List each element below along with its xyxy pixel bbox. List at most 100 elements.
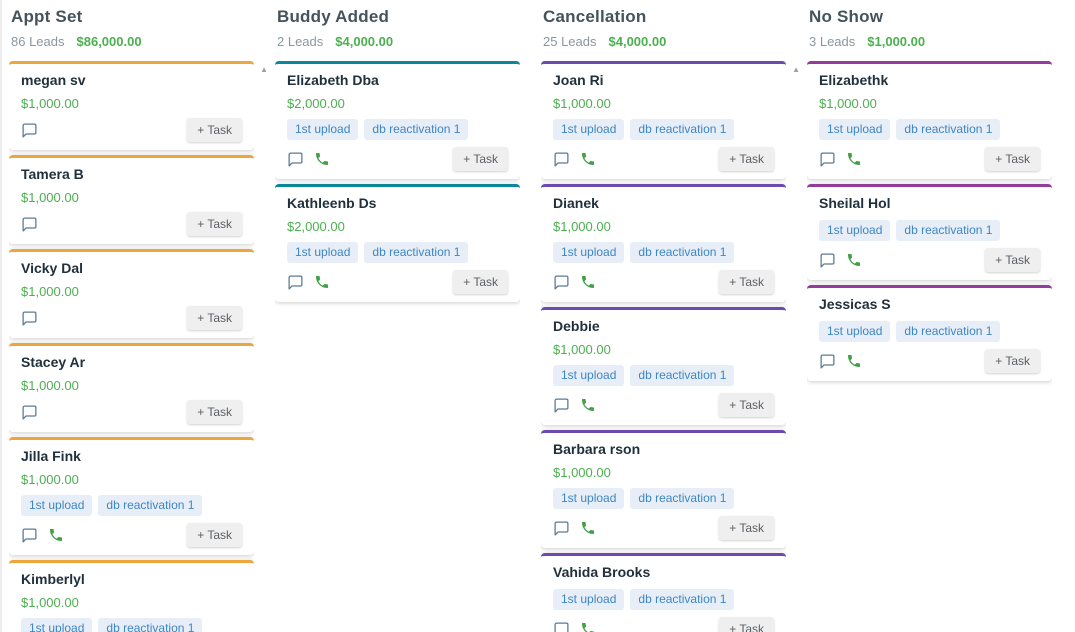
chat-icon[interactable] xyxy=(819,353,836,370)
card-actions xyxy=(21,122,187,139)
card-amount: $2,000.00 xyxy=(287,219,345,234)
scroll-up-arrow-icon[interactable]: ▲ xyxy=(260,65,268,74)
card-tags: 1st upload db reactivation 1 xyxy=(819,321,1040,342)
phone-icon[interactable] xyxy=(846,252,862,268)
opportunity-card[interactable]: Elizabeth Dba $2,000.00 1st upload db rea… xyxy=(275,61,520,179)
column-header: Buddy Added 2 Leads $4,000.00 xyxy=(275,6,520,49)
phone-icon[interactable] xyxy=(314,274,330,290)
card-amount: $1,000.00 xyxy=(21,378,79,393)
opportunity-card[interactable]: Dianek $1,000.00 1st upload db reactivati… xyxy=(541,184,786,302)
tag-pill: db reactivation 1 xyxy=(896,321,1001,342)
add-task-button[interactable]: + Task xyxy=(719,270,774,294)
add-task-button[interactable]: + Task xyxy=(719,147,774,171)
card-amount: $1,000.00 xyxy=(553,96,611,111)
tag-pill: 1st upload xyxy=(553,242,625,263)
card-actions xyxy=(819,252,985,269)
chat-icon[interactable] xyxy=(819,151,836,168)
column-subtitle: 3 Leads $1,000.00 xyxy=(809,34,1050,49)
tag-pill: 1st upload xyxy=(287,119,359,140)
add-task-button[interactable]: + Task xyxy=(719,617,774,632)
phone-icon[interactable] xyxy=(580,151,596,167)
add-task-button[interactable]: + Task xyxy=(187,400,242,424)
opportunity-card[interactable]: Debbie $1,000.00 1st upload db reactivati… xyxy=(541,307,786,425)
chat-icon[interactable] xyxy=(553,621,570,632)
add-task-button[interactable]: + Task xyxy=(719,516,774,540)
chat-icon[interactable] xyxy=(21,122,38,139)
phone-icon[interactable] xyxy=(580,274,596,290)
card-name: Elizabeth Dba xyxy=(287,72,379,88)
column-lead-count: 3 Leads xyxy=(809,34,856,49)
card-amount: $1,000.00 xyxy=(553,342,611,357)
phone-icon[interactable] xyxy=(580,621,596,632)
opportunity-card[interactable]: Stacey Ar $1,000.00 + Task xyxy=(9,343,254,432)
phone-icon[interactable] xyxy=(48,527,64,543)
opportunity-card[interactable]: Elizabethk $1,000.00 1st upload db reacti… xyxy=(807,61,1052,179)
card-tags: 1st upload db reactivation 1 xyxy=(553,589,774,610)
opportunity-card[interactable]: megan sv $1,000.00 + Task xyxy=(9,61,254,150)
chat-icon[interactable] xyxy=(553,520,570,537)
add-task-button[interactable]: + Task xyxy=(985,349,1040,373)
opportunity-card[interactable]: Vahida Brooks 1st upload db reactivation … xyxy=(541,553,786,632)
opportunity-card[interactable]: Jessicas S 1st upload db reactivation 1 +… xyxy=(807,285,1052,381)
opportunity-card[interactable]: Kathleenb Ds $2,000.00 1st upload db reac… xyxy=(275,184,520,302)
tag-pill: 1st upload xyxy=(553,365,625,386)
card-name: Jessicas S xyxy=(819,296,891,312)
opportunity-card[interactable]: Sheilal Hol 1st upload db reactivation 1 … xyxy=(807,184,1052,280)
card-name: Jilla Fink xyxy=(21,448,81,464)
chat-icon[interactable] xyxy=(21,404,38,421)
column-title: Buddy Added xyxy=(277,7,390,26)
chat-icon[interactable] xyxy=(553,397,570,414)
chat-icon[interactable] xyxy=(553,151,570,168)
add-task-button[interactable]: + Task xyxy=(187,212,242,236)
opportunity-card[interactable]: Tamera B $1,000.00 + Task xyxy=(9,155,254,244)
tag-pill: db reactivation 1 xyxy=(630,119,735,140)
phone-icon[interactable] xyxy=(580,520,596,536)
card-name: Barbara rson xyxy=(553,441,641,457)
add-task-button[interactable]: + Task xyxy=(187,118,242,142)
tag-pill: 1st upload xyxy=(819,321,891,342)
tag-pill: 1st upload xyxy=(287,242,359,263)
tag-pill: 1st upload xyxy=(819,220,891,241)
tag-pill: db reactivation 1 xyxy=(896,220,1001,241)
add-task-button[interactable]: + Task xyxy=(985,147,1040,171)
scroll-up-arrow-icon[interactable]: ▲ xyxy=(792,65,800,74)
add-task-button[interactable]: + Task xyxy=(187,306,242,330)
chat-icon[interactable] xyxy=(287,151,304,168)
opportunity-card[interactable]: Vicky Dal $1,000.00 + Task xyxy=(9,249,254,338)
card-tags: 1st upload db reactivation 1 xyxy=(553,488,774,509)
card-tags: 1st upload db reactivation 1 xyxy=(553,242,774,263)
tag-pill: 1st upload xyxy=(21,618,93,632)
chat-icon[interactable] xyxy=(21,216,38,233)
column-lead-count: 25 Leads xyxy=(543,34,597,49)
phone-icon[interactable] xyxy=(580,397,596,413)
chat-icon[interactable] xyxy=(553,274,570,291)
column-header: Appt Set 86 Leads $86,000.00 xyxy=(9,6,254,49)
opportunity-card[interactable]: Kimberlyl $1,000.00 1st upload db reactiv… xyxy=(9,560,254,632)
card-actions xyxy=(553,274,719,291)
phone-icon[interactable] xyxy=(846,353,862,369)
phone-icon[interactable] xyxy=(846,151,862,167)
opportunity-card[interactable]: Barbara rson $1,000.00 1st upload db reac… xyxy=(541,430,786,548)
column-total-value: $4,000.00 xyxy=(608,34,667,49)
chat-icon[interactable] xyxy=(819,252,836,269)
opportunity-card[interactable]: Jilla Fink $1,000.00 1st upload db reacti… xyxy=(9,437,254,555)
add-task-button[interactable]: + Task xyxy=(719,393,774,417)
column-lead-count: 2 Leads xyxy=(277,34,324,49)
opportunity-card[interactable]: Joan Ri $1,000.00 1st upload db reactivat… xyxy=(541,61,786,179)
card-amount: $1,000.00 xyxy=(21,472,79,487)
add-task-button[interactable]: + Task xyxy=(453,270,508,294)
chat-icon[interactable] xyxy=(21,310,38,327)
card-tags: 1st upload db reactivation 1 xyxy=(287,119,508,140)
phone-icon[interactable] xyxy=(314,151,330,167)
card-footer: + Task xyxy=(553,393,774,417)
add-task-button[interactable]: + Task xyxy=(453,147,508,171)
add-task-button[interactable]: + Task xyxy=(187,523,242,547)
column-subtitle: 86 Leads $86,000.00 xyxy=(11,34,252,49)
card-amount: $1,000.00 xyxy=(21,284,79,299)
column-title: Appt Set xyxy=(11,7,83,26)
chat-icon[interactable] xyxy=(21,527,38,544)
add-task-button[interactable]: + Task xyxy=(985,248,1040,272)
chat-icon[interactable] xyxy=(287,274,304,291)
card-footer: + Task xyxy=(21,523,242,547)
